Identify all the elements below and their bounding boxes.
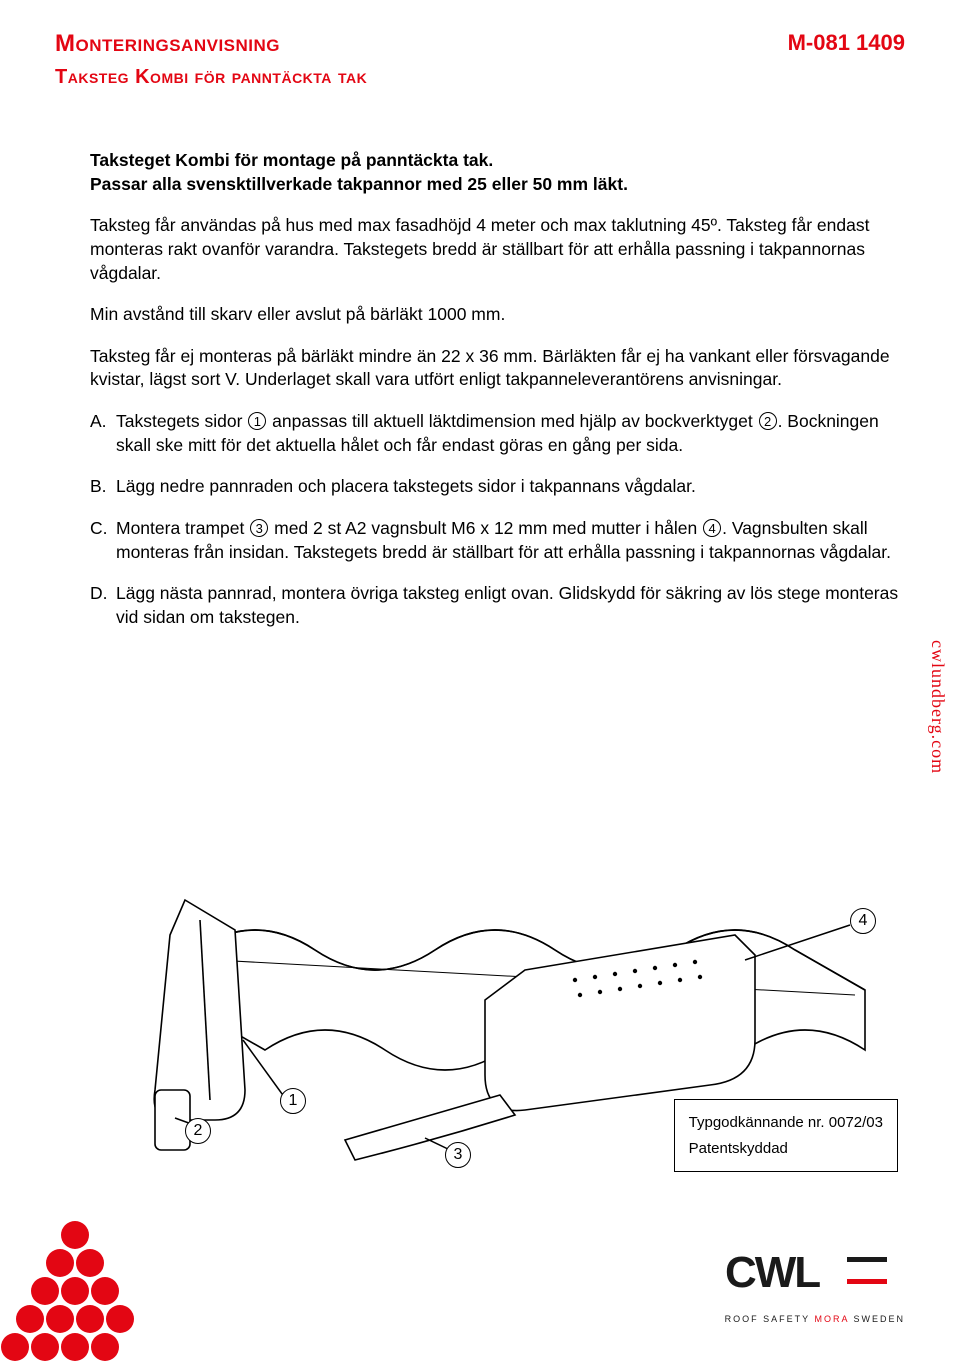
cwl-logo-icon: CWL [725,1249,895,1307]
callout-4: 4 [850,908,876,934]
circled-ref-4: 4 [703,519,721,537]
step-c: C. Montera trampet 3 med 2 st A2 vagnsbu… [90,517,905,564]
text-fragment: med 2 st A2 vagnsbult M6 x 12 mm med mut… [269,518,702,538]
step-text: Takstegets sidor 1 anpassas till aktuell… [116,410,905,457]
footer-dots-icon [0,1217,210,1362]
step-b: B. Lägg nedre pannraden och placera taks… [90,475,905,499]
text-fragment: anpassas till aktuell läktdimension med … [267,411,757,431]
circled-ref-3: 3 [250,519,268,537]
intro-line-2: Passar alla svensktillverkade takpannor … [90,173,905,197]
intro-block: Taksteget Kombi för montage på panntäckt… [90,149,905,196]
document-code: M-081 1409 [788,30,905,56]
tag-post: SWEDEN [849,1314,905,1324]
tag-accent: MORA [814,1314,849,1324]
step-d: D. Lägg nästa pannrad, montera övriga ta… [90,582,905,629]
step-text: Lägg nedre pannraden och placera taksteg… [116,475,905,499]
step-a: A. Takstegets sidor 1 anpassas till aktu… [90,410,905,457]
step-letter: D. [90,582,116,629]
header: Monteringsanvisning Taksteg Kombi för pa… [0,0,960,99]
approval-line-1: Typgodkännande nr. 0072/03 [689,1110,883,1136]
circled-ref-1: 1 [248,412,266,430]
step-letter: B. [90,475,116,499]
circled-ref-2: 2 [759,412,777,430]
step-text: Montera trampet 3 med 2 st A2 vagnsbult … [116,517,905,564]
diagram-area: 4 1 2 3 Typgodkännande nr. 0072/03 Paten… [55,840,900,1180]
approval-box: Typgodkännande nr. 0072/03 Patentskyddad [674,1099,898,1172]
step-letter: C. [90,517,116,564]
svg-text:CWL: CWL [725,1249,820,1297]
paragraph-3: Taksteg får ej monteras på bärläkt mindr… [90,345,905,392]
logo-tagline: ROOF SAFETY MORA SWEDEN [725,1314,905,1324]
tag-pre: ROOF SAFETY [725,1314,815,1324]
step-list: A. Takstegets sidor 1 anpassas till aktu… [90,410,905,629]
callout-1: 1 [280,1088,306,1114]
step-text: Lägg nästa pannrad, montera övriga takst… [116,582,905,629]
paragraph-2: Min avstånd till skarv eller avslut på b… [90,303,905,327]
callout-3: 3 [445,1142,471,1168]
text-fragment: Montera trampet [116,518,249,538]
text-fragment: Takstegets sidor [116,411,247,431]
title-subtitle: Taksteg Kombi för panntäckta tak [55,66,367,89]
brand-logo: CWL ROOF SAFETY MORA SWEDEN [725,1249,905,1324]
content-body: Taksteget Kombi för montage på panntäckt… [0,99,960,629]
approval-line-2: Patentskyddad [689,1136,883,1162]
title-main: Monteringsanvisning [55,30,367,58]
footer: CWL ROOF SAFETY MORA SWEDEN [0,1217,960,1362]
side-url: cwlundberg.com [927,640,948,774]
callout-2: 2 [185,1118,211,1144]
paragraph-1: Taksteg får användas på hus med max fasa… [90,214,905,285]
intro-line-1: Taksteget Kombi för montage på panntäckt… [90,149,905,173]
step-letter: A. [90,410,116,457]
header-titles: Monteringsanvisning Taksteg Kombi för pa… [55,30,367,89]
